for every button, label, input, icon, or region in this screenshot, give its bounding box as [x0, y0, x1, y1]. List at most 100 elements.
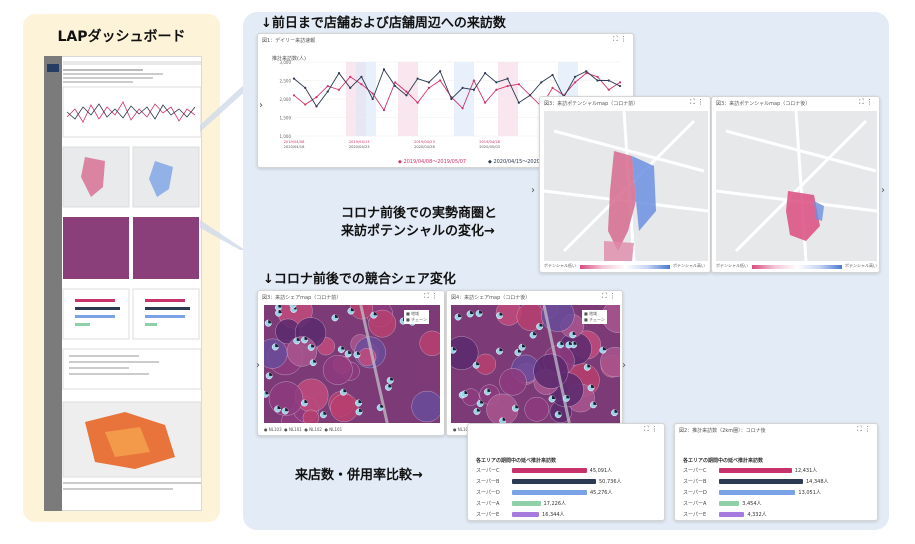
bar[interactable] — [719, 501, 740, 506]
bar[interactable] — [512, 490, 587, 495]
data-point[interactable] — [517, 101, 520, 104]
data-point[interactable] — [495, 81, 498, 84]
data-point[interactable] — [371, 97, 374, 101]
data-point[interactable] — [585, 70, 588, 73]
data-point[interactable] — [382, 109, 386, 112]
data-point[interactable] — [461, 107, 464, 110]
data-point[interactable] — [315, 105, 318, 108]
share-pie-slice — [568, 341, 573, 345]
data-point[interactable] — [450, 97, 453, 101]
data-point[interactable] — [394, 84, 397, 88]
data-point[interactable] — [607, 88, 610, 91]
data-point[interactable] — [585, 72, 588, 75]
data-point[interactable] — [416, 101, 419, 104]
chevron-right-icon[interactable]: › — [622, 360, 626, 371]
bar[interactable] — [719, 479, 803, 484]
data-point[interactable] — [573, 75, 577, 78]
bar[interactable] — [719, 468, 792, 473]
map-canvas[interactable] — [447, 298, 622, 426]
map-road — [359, 304, 389, 424]
data-point[interactable] — [573, 81, 577, 84]
data-point[interactable] — [506, 77, 509, 80]
card-tools[interactable]: ⛶ ⋮ — [856, 425, 871, 433]
chevron-left-icon[interactable]: › — [256, 360, 260, 371]
data-point[interactable] — [326, 84, 329, 88]
heading-share: ↓コロナ前後での競合シェア変化 — [263, 272, 456, 287]
data-point[interactable] — [326, 90, 329, 93]
data-point[interactable] — [382, 68, 386, 71]
data-point[interactable] — [315, 96, 318, 99]
data-point[interactable] — [427, 86, 430, 89]
map-canvas[interactable] — [543, 110, 709, 262]
data-point[interactable] — [618, 84, 622, 88]
map-canvas[interactable] — [715, 110, 878, 262]
bar[interactable] — [719, 490, 796, 495]
data-point[interactable] — [304, 103, 307, 106]
map-canvas[interactable] — [258, 293, 444, 434]
bar-category-label: スーパーC — [683, 468, 707, 474]
data-point[interactable] — [337, 72, 341, 75]
data-point[interactable] — [405, 94, 408, 97]
bar[interactable] — [512, 468, 587, 473]
potential-map-before: 図3：来訪ポテンシャルmap（コロナ前） ⛶ ⋮ ポテンシャル低い ポテンシャル… — [539, 96, 711, 273]
data-point[interactable] — [360, 75, 363, 78]
data-point[interactable] — [551, 86, 554, 89]
card-tools[interactable]: ⛶ ⋮ — [612, 35, 627, 43]
legend-high: ポテンシャル高い — [673, 263, 705, 268]
data-point[interactable] — [618, 81, 622, 84]
chevron-left-icon[interactable]: › — [531, 185, 535, 196]
data-point[interactable] — [349, 86, 352, 89]
bar[interactable] — [512, 479, 596, 484]
data-point[interactable] — [484, 72, 487, 75]
share-pie-slice — [499, 312, 503, 316]
data-point[interactable] — [371, 92, 374, 95]
chevron-right-icon[interactable]: › — [881, 185, 885, 196]
data-point[interactable] — [292, 77, 296, 80]
share-pie-slice — [593, 401, 597, 405]
data-point[interactable] — [461, 86, 464, 89]
bar[interactable] — [512, 501, 541, 506]
data-point[interactable] — [439, 79, 442, 82]
data-point[interactable] — [304, 86, 307, 89]
map-road — [542, 304, 571, 424]
map-art — [543, 110, 709, 262]
card-tools[interactable]: ⛶ ⋮ — [858, 98, 873, 106]
bar[interactable] — [719, 512, 745, 517]
share-region — [499, 368, 527, 396]
chevron-left-icon[interactable]: › — [259, 100, 263, 111]
bar[interactable] — [512, 512, 540, 517]
bar-value-label: 12,431人 — [794, 468, 818, 474]
dashboard-thumbnail-art — [62, 61, 202, 490]
data-point[interactable] — [337, 88, 341, 91]
share-pie-slice — [476, 361, 480, 366]
data-point[interactable] — [405, 90, 408, 93]
share-pie-slice — [522, 344, 526, 348]
data-point[interactable] — [427, 81, 430, 84]
share-pie-slice — [464, 390, 468, 394]
card-tools[interactable]: ⛶ ⋮ — [643, 425, 658, 433]
data-point[interactable] — [506, 84, 509, 88]
x-tick-label: 2019/04/23 — [414, 140, 435, 144]
data-point[interactable] — [360, 83, 363, 86]
data-point[interactable] — [394, 81, 397, 84]
data-point[interactable] — [495, 88, 498, 91]
card-tools[interactable]: ⛶ ⋮ — [689, 98, 704, 106]
data-point[interactable] — [472, 79, 475, 82]
data-point[interactable] — [472, 88, 475, 91]
data-point[interactable] — [349, 75, 352, 78]
data-point[interactable] — [439, 70, 442, 73]
bar-value-label: 16,344人 — [542, 512, 565, 518]
data-point[interactable] — [528, 94, 532, 97]
data-point[interactable] — [517, 83, 520, 86]
data-point[interactable] — [551, 73, 554, 77]
data-point[interactable] — [607, 79, 610, 82]
data-point[interactable] — [484, 101, 487, 104]
data-point[interactable] — [596, 75, 599, 78]
data-point[interactable] — [540, 81, 543, 84]
card-tools[interactable]: ⛶ ⋮ — [423, 292, 438, 300]
data-point[interactable] — [416, 77, 419, 80]
legend-2020: ◆ 2020/04/15〜2020/05/14 — [488, 159, 557, 165]
card-tools[interactable]: ⛶ ⋮ — [601, 292, 616, 300]
data-point[interactable] — [596, 79, 599, 82]
data-point[interactable] — [292, 94, 296, 97]
